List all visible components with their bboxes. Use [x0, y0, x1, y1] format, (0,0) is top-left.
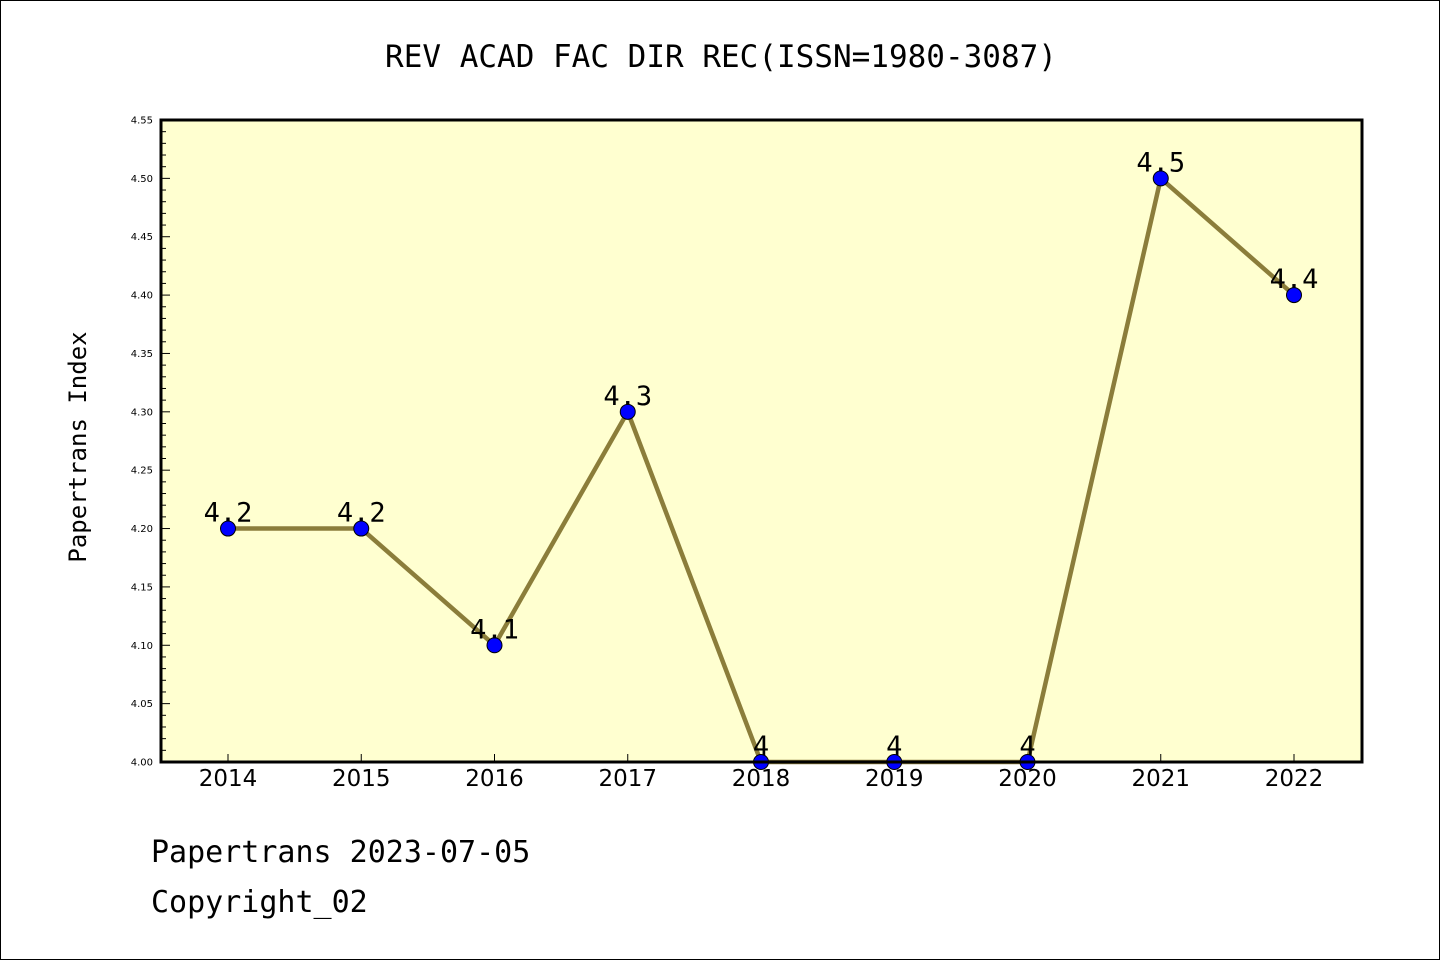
- data-point: [353, 520, 370, 537]
- x-tick-label: 2014: [199, 766, 258, 792]
- data-label: 4.5: [1136, 147, 1185, 178]
- plot-frame: [159, 118, 1364, 764]
- data-point: [619, 403, 636, 420]
- data-label: 4: [753, 731, 769, 762]
- y-tick-label: 4.00: [131, 758, 153, 769]
- x-tick-label: 2018: [732, 766, 791, 792]
- data-point: [1152, 170, 1169, 187]
- data-labels: 4.2 4.2 4.1 4.3 4 4 4 4.5 4.4: [204, 147, 1319, 762]
- y-tick-label: 4.20: [131, 524, 153, 535]
- y-tick-label: 4.50: [131, 174, 153, 185]
- data-label: 4: [1019, 731, 1035, 762]
- data-label: 4.2: [204, 498, 253, 529]
- y-tick-label: 4.30: [131, 407, 153, 418]
- data-label: 4: [886, 731, 902, 762]
- data-point: [486, 637, 503, 654]
- y-tick-label: 4.55: [131, 116, 153, 127]
- data-point: [1286, 287, 1302, 304]
- data-label: 4.1: [470, 614, 519, 645]
- x-tick-label: 2020: [998, 766, 1057, 792]
- y-tick-label: 4.15: [131, 582, 153, 593]
- chart-title: REV ACAD FAC DIR REC(ISSN=1980-3087): [385, 39, 1057, 75]
- plot-area: [161, 120, 1362, 762]
- y-tick-label: 4.25: [131, 466, 153, 477]
- data-points: [220, 170, 1302, 770]
- y-tick-label: 4.35: [131, 349, 153, 360]
- x-tick-label: 2016: [465, 766, 524, 792]
- y-tick-label: 4.45: [131, 232, 153, 243]
- data-label: 4.2: [337, 498, 386, 529]
- x-tick-label: 2019: [865, 766, 924, 792]
- x-tick-label: 2021: [1131, 766, 1190, 792]
- data-label: 4.4: [1270, 264, 1319, 295]
- footer-date: Papertrans 2023-07-05: [151, 835, 531, 870]
- y-axis-label: Papertrans Index: [64, 331, 92, 562]
- axis-ticks: 4.00 4.05 4.10 4.15 4.20 4.25 4.30 4.35 4.40 4.45…: [131, 116, 1324, 793]
- x-tick-label: 2017: [598, 766, 657, 792]
- x-tick-label: 2022: [1265, 766, 1324, 792]
- footer-copyright: Copyright_02: [151, 885, 368, 920]
- y-tick-label: 4.40: [131, 291, 153, 302]
- y-tick-label: 4.10: [131, 641, 153, 652]
- data-label: 4.3: [603, 381, 652, 412]
- data-point: [220, 520, 236, 537]
- x-tick-label: 2015: [332, 766, 391, 792]
- y-tick-label: 4.05: [131, 699, 153, 710]
